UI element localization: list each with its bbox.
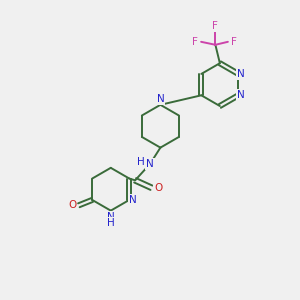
- Text: O: O: [154, 183, 162, 193]
- Text: F: F: [212, 21, 218, 31]
- Text: H: H: [107, 218, 115, 228]
- Text: N: N: [107, 212, 115, 222]
- Text: F: F: [232, 37, 237, 47]
- Text: N: N: [237, 69, 244, 79]
- Text: N: N: [146, 159, 154, 169]
- Text: N: N: [129, 195, 137, 205]
- Text: O: O: [68, 200, 76, 210]
- Text: N: N: [237, 90, 244, 100]
- Text: F: F: [192, 37, 197, 47]
- Text: N: N: [157, 94, 164, 104]
- Text: H: H: [137, 157, 145, 166]
